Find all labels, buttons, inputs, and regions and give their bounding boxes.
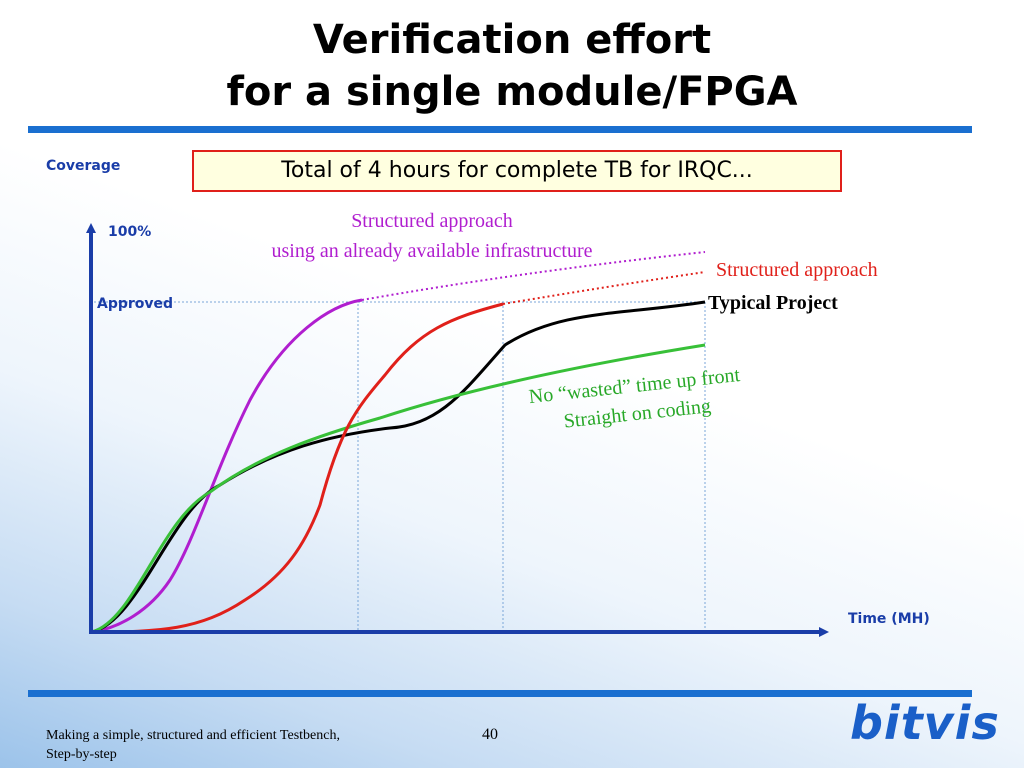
series-line-structured [91,302,504,634]
slide-title-line2: for a single module/FPGA [226,69,798,115]
y-tick-100-percent: 100% [108,224,151,240]
footer-line2: Step-by-step [46,747,117,762]
annotation-infrastructure-line1: Structured approach [351,210,513,232]
y-tick-approved: Approved [97,296,173,312]
footer-text: Making a simple, structured and efficien… [46,726,426,764]
bitvis-logo: bitvis [850,696,1000,750]
magenta-extrapolation [361,251,706,301]
slide-title: Verification effort for a single module/… [0,14,1024,118]
x-axis-label: Time (MH) [848,611,930,627]
red-extrapolation [502,271,706,305]
page-number: 40 [482,726,498,743]
callout-box: Total of 4 hours for complete TB for IRQ… [192,150,842,192]
annotation-typical-project: Typical Project [708,292,838,314]
series-line-typical [91,300,706,634]
footer-line1: Making a simple, structured and efficien… [46,728,340,743]
series-line-no-wasted-time [91,343,706,634]
effort-chart: 100% Approved Structured approach using … [86,210,878,637]
annotation-structured: Structured approach [716,259,878,281]
annotation-no-wasted-time: No “wasted” time up front Straight on co… [528,364,742,433]
annotation-infrastructure-line2: using an already available infrastructur… [272,240,593,262]
series-line-infrastructure [91,298,363,634]
slide-title-line1: Verification effort [312,17,712,63]
top-divider [28,126,972,133]
bottom-divider [28,690,972,697]
y-axis-label: Coverage [46,158,121,174]
